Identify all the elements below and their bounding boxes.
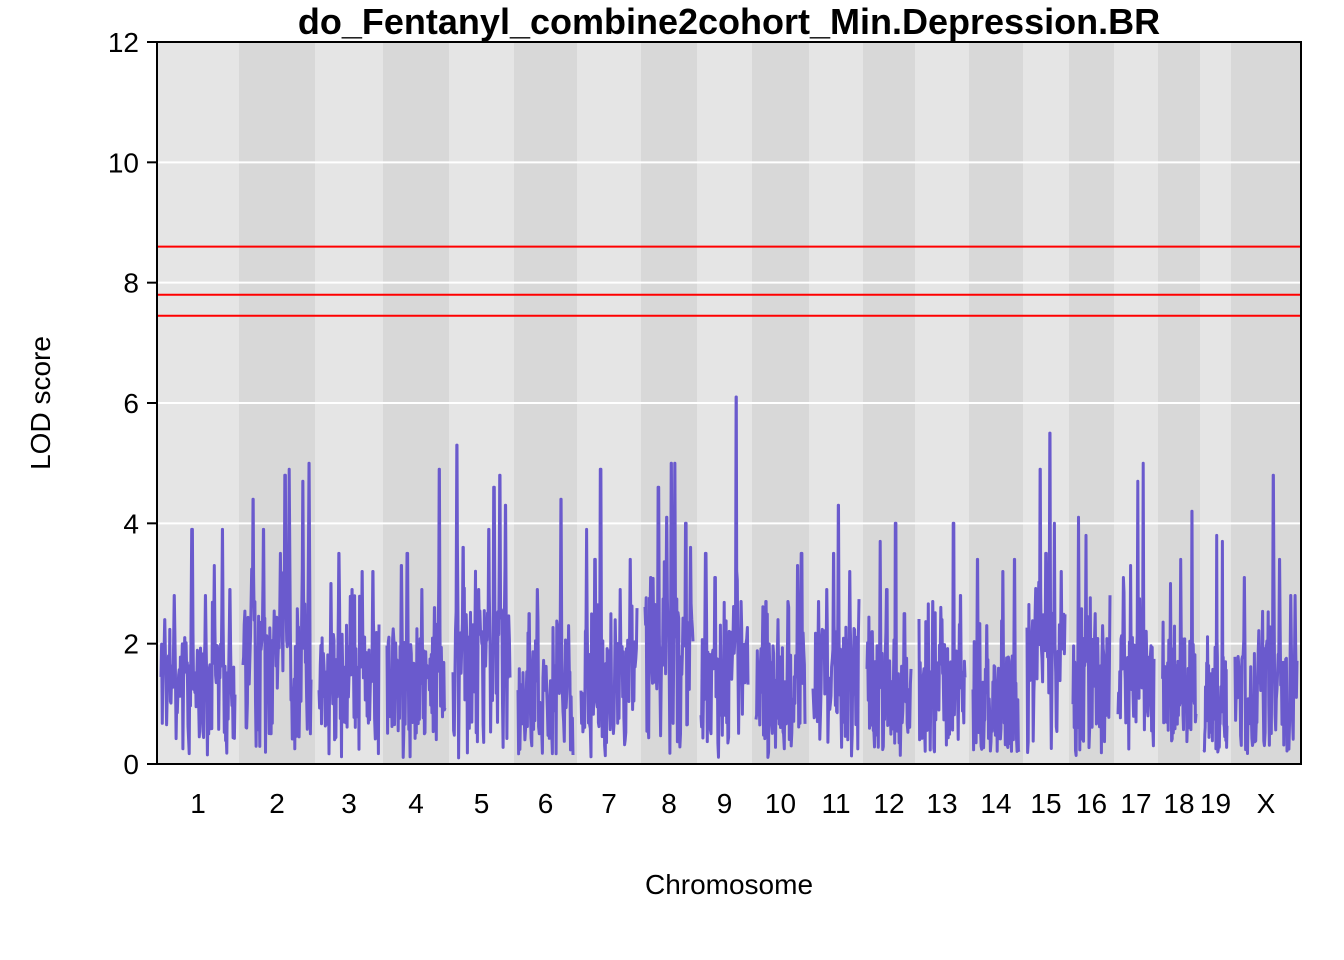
- x-tick-label-chr-4: 4: [408, 788, 424, 819]
- lod-line-chr-12: [865, 521, 913, 757]
- x-tick-label-chr-7: 7: [601, 788, 617, 819]
- lod-line-chr-19: [1202, 533, 1229, 754]
- lod-line-chr-6: [516, 497, 575, 756]
- lod-line-chr-14: [971, 557, 1021, 753]
- lod-line-chr-10: [754, 551, 807, 759]
- x-axis: 1 2 3 4 5 6 7 8 9 10 11 12 13 14 15 16 17 18 19 X: [190, 788, 1275, 819]
- x-tick-label-chr-12: 12: [873, 788, 904, 819]
- lod-line-chr-18: [1160, 509, 1198, 744]
- x-tick-label-chr-16: 16: [1076, 788, 1107, 819]
- x-tick-label-chr-6: 6: [538, 788, 554, 819]
- chart-title: do_Fentanyl_combine2cohort_Min.Depressio…: [298, 1, 1160, 42]
- x-tick-label-chr-5: 5: [474, 788, 490, 819]
- x-tick-label-chr-19: 19: [1200, 788, 1231, 819]
- x-tick-label-chr-X: X: [1257, 788, 1276, 819]
- lod-line-chr-16: [1071, 515, 1112, 757]
- x-tick-label-chr-8: 8: [661, 788, 677, 819]
- y-tick-label-6: 6: [123, 388, 139, 419]
- x-tick-label-chr-2: 2: [269, 788, 285, 819]
- lod-line-chr-3: [317, 551, 381, 759]
- lod-line-chr-17: [1116, 461, 1156, 751]
- lod-line-chr-11: [811, 503, 861, 758]
- x-axis-label: Chromosome: [645, 869, 813, 900]
- lod-line-chr-4: [385, 467, 447, 759]
- y-tick-label-4: 4: [123, 508, 139, 539]
- y-tick-label-12: 12: [108, 27, 139, 58]
- x-tick-label-chr-15: 15: [1030, 788, 1061, 819]
- x-tick-label-chr-10: 10: [765, 788, 796, 819]
- x-tick-label-chr-1: 1: [190, 788, 206, 819]
- lod-line-chr-8: [643, 461, 695, 755]
- x-tick-label-chr-13: 13: [926, 788, 957, 819]
- y-tick-label-2: 2: [123, 629, 139, 660]
- lod-line-chr-7: [579, 467, 639, 759]
- x-tick-label-chr-14: 14: [980, 788, 1011, 819]
- lod-line-chr-13: [917, 521, 967, 754]
- x-tick-label-chr-11: 11: [821, 788, 850, 819]
- x-tick-label-chr-18: 18: [1163, 788, 1194, 819]
- x-tick-label-chr-3: 3: [341, 788, 357, 819]
- y-tick-label-0: 0: [123, 749, 139, 780]
- lod-series: [159, 395, 1299, 760]
- lod-line-chr-X: [1233, 473, 1299, 755]
- lod-line-chr-1: [159, 527, 237, 757]
- lod-line-chr-9: [699, 395, 750, 759]
- x-tick-label-chr-9: 9: [717, 788, 733, 819]
- y-tick-label-8: 8: [123, 268, 139, 299]
- lod-line-chr-15: [1025, 431, 1067, 754]
- lod-line-chr-5: [451, 443, 512, 760]
- threshold-lines: [157, 245, 1301, 317]
- y-axis: 0 2 4 6 8 10 12: [108, 27, 158, 780]
- y-tick-label-10: 10: [108, 147, 139, 178]
- x-tick-label-chr-17: 17: [1120, 788, 1151, 819]
- lod-line-chr-2: [241, 461, 313, 754]
- y-axis-label: LOD score: [25, 336, 56, 470]
